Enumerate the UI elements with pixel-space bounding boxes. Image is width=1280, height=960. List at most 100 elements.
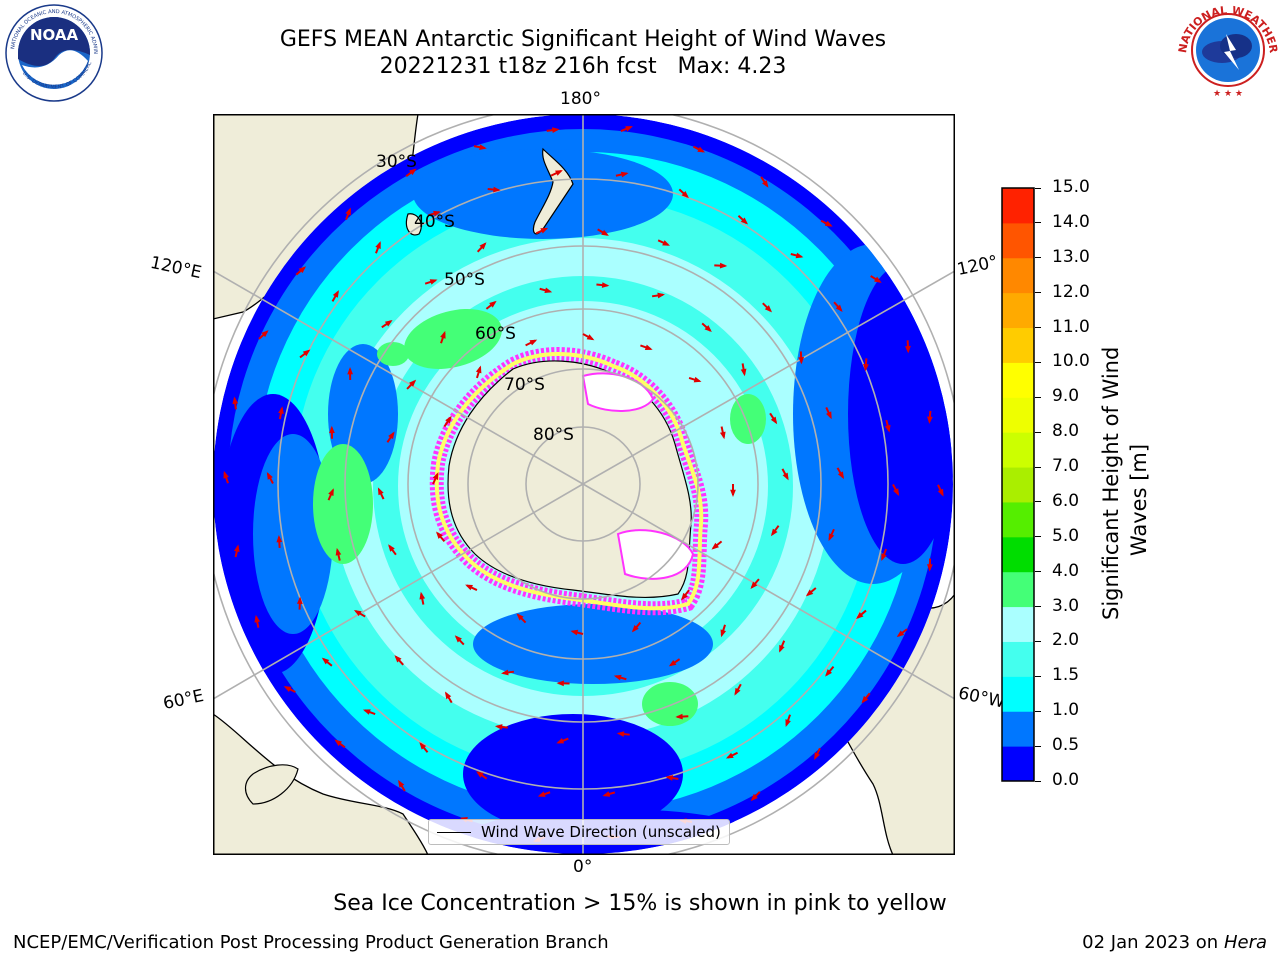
wave-arrow-head [555,170,563,176]
colorbar-tick-label: 0.5 [1052,735,1080,756]
wave-arrow-head [570,629,579,636]
wave-arrow-head [232,396,239,405]
wave-arrow-head [620,171,629,178]
wave-arrow-head [824,220,833,227]
wave-arrow-head [740,217,749,225]
wave-arrow-head [586,334,595,341]
wave-arrow-head [863,363,869,372]
lon-label-120w: 120° [955,251,1000,281]
wave-arrow-head [433,210,441,217]
wave-arrow-head [233,544,240,553]
wave-arrow-head [444,691,452,700]
nws-logo: NATIONAL WEATHER SERVICE ★ ★ ★ [1176,0,1280,99]
legend-line-icon [437,831,471,833]
colorbar-tick-mark [1035,361,1041,363]
colorbar-tick-label: 1.5 [1052,665,1080,686]
colorbar-segment [1002,536,1034,573]
colorbar-segment [1002,711,1034,747]
wave-arrow-head [276,534,283,543]
colorbar-segment [1002,257,1034,294]
wave-arrow-head [436,531,443,539]
wave-arrow-head [937,488,944,497]
footer-date: 02 Jan 2023 on Hera [1082,932,1267,953]
wave-arrow-head [353,610,362,617]
wave-arrow-head [429,279,438,285]
wave-arrow-head [927,416,933,424]
colorbar-tick-label: 2.0 [1052,630,1080,651]
colorbar-tick-label: 13.0 [1052,246,1090,267]
colorbar-segment [1002,746,1034,782]
colorbar-segment [1002,222,1034,259]
lon-label-120e: 120°E [148,252,204,284]
wind-wave-arrows [223,125,944,843]
wave-arrow-head [432,472,439,480]
lat-label-40s: 40°S [414,212,455,232]
colorbar-tick-label: 1.0 [1052,700,1080,721]
colorbar-segment [1002,606,1034,642]
lat-label-30s: 30°S [376,152,417,172]
colorbar-tick-mark [1035,327,1041,329]
colorbar-label: Significant Height of Wind Waves [m] [1099,346,1151,620]
colorbar-tick-mark [1035,536,1041,538]
wave-arrow-head [540,227,549,234]
wave-arrow-head [837,471,845,480]
wave-arrow-head [283,686,292,692]
colorbar-tick-mark [1035,257,1041,259]
map-frame [213,114,955,855]
wave-arrow-head [332,290,339,298]
wave-arrow-head [681,592,688,601]
ice-shelf-weddell [616,529,695,580]
wave-arrow-head [719,431,726,440]
colorbar-tick-label: 10.0 [1052,351,1090,372]
wave-arrow-head [278,406,284,414]
wave-arrow-head [445,415,452,424]
wave-arrow-head [476,771,484,778]
wave-arrow-head [493,186,501,193]
colorbar-tick-mark [1035,292,1041,294]
land-tasmania [405,213,422,236]
colorbar-tick-label: 5.0 [1052,525,1080,546]
wave-arrow-head [668,659,677,667]
wave-arrow-head [254,614,261,623]
wave-arrow-head [394,655,402,663]
wave-arrow-head [828,533,835,542]
wave-arrow-head [905,345,911,354]
colorbar-segment [1002,327,1034,363]
colorbar-segment [1002,397,1034,433]
colorbar-tick-mark [1035,396,1041,398]
chart-title: GEFS MEAN Antarctic Significant Height o… [279,27,887,52]
colorbar-tick-mark [1035,187,1041,189]
land-new-zealand [532,147,574,235]
wave-arrow-head [419,742,427,750]
noaa-logo: NOAA NATIONAL OCEANIC AND ATMOSPHERIC AD… [4,3,103,102]
wave-arrow-head [711,542,719,550]
lon-label-60w: 60°W [956,683,1007,713]
colorbar-tick-label: 0.0 [1052,770,1080,790]
wave-arrow-head [665,775,674,781]
colorbar-tick-mark [1035,710,1041,712]
wave-arrow-head [697,146,706,153]
lon-label-60e: 60°E [161,685,206,715]
wave-arrow-head [409,379,417,387]
wave-arrow-head [693,376,702,383]
wave-arrow-head [750,793,758,802]
wave-arrow-head [465,584,473,591]
colorbar-segment [1002,292,1034,329]
wave-arrow-head [835,304,843,313]
wave-arrow-head [761,180,769,188]
colorbar-tick-mark [1035,431,1041,433]
wave-arrow-head [454,635,462,643]
wave-arrow-head [335,547,342,556]
colorbar-tick-label: 8.0 [1052,421,1080,442]
wave-arrow-head [602,791,611,797]
colorbar-tick-mark [1035,466,1041,468]
colorbar-segment [1002,641,1034,677]
wave-arrow-head [479,144,487,151]
wave-arrow-head [556,738,565,744]
colorbar-tick-mark [1035,571,1041,573]
colorbar-tick-label: 3.0 [1052,595,1080,616]
wave-arrow-head [657,292,665,299]
wave-arrow-head [734,687,741,696]
wave-arrow-head [347,367,353,375]
wave-arrow-head [893,488,900,497]
